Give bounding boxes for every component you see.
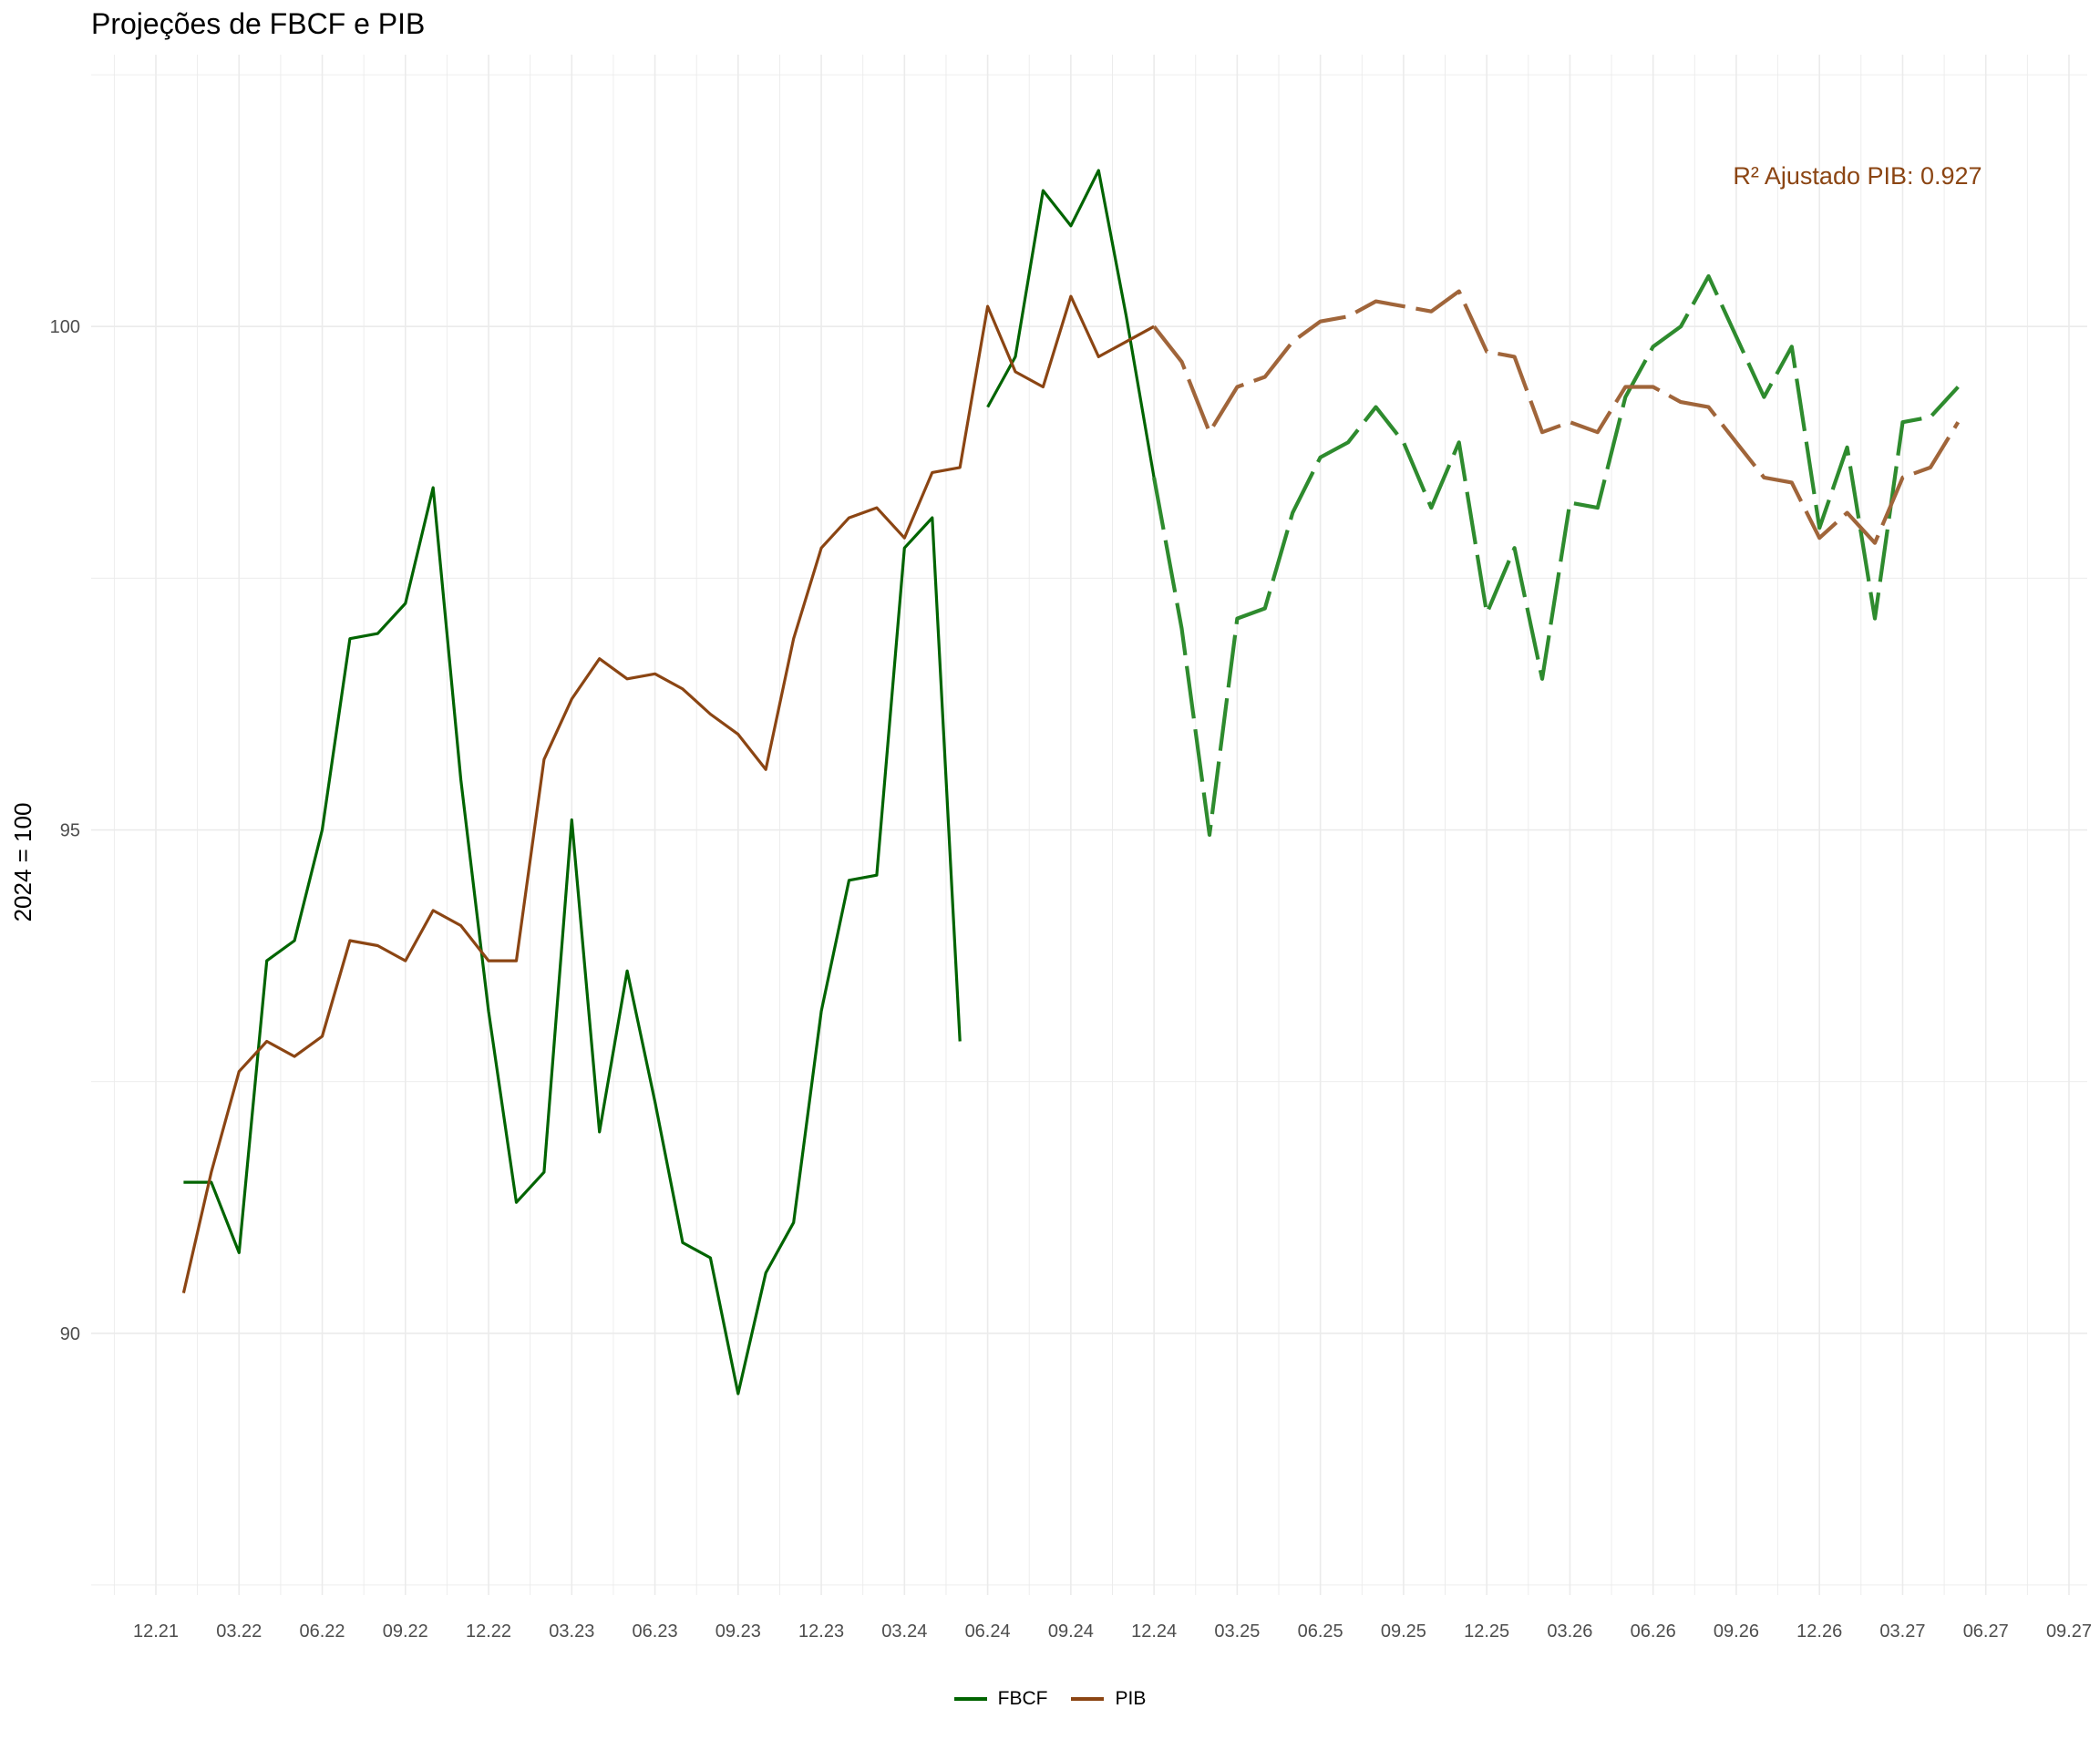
- x-tick-label: 03.23: [549, 1621, 594, 1642]
- x-tick-label: 03.24: [881, 1621, 927, 1642]
- x-tick-label: 03.26: [1547, 1621, 1592, 1642]
- x-tick-label: 06.24: [965, 1621, 1011, 1642]
- x-tick-label: 09.22: [383, 1621, 428, 1642]
- legend-swatch-fbcf: [953, 1697, 987, 1701]
- axis-labels: 12.21 03.22 06.22 09.22 12.22 03.23 06.23 09.23…: [50, 317, 2092, 1642]
- legend: FBCF PIB: [0, 1688, 2100, 1710]
- series-line-fbcf-projection: [1152, 273, 1960, 838]
- legend-swatch-pib: [1071, 1697, 1105, 1701]
- y-tick-label: 100: [50, 317, 80, 337]
- legend-item-pib: PIB: [1071, 1688, 1146, 1710]
- x-tick-label: 06.27: [1963, 1621, 2009, 1642]
- x-tick-label: 12.24: [1131, 1621, 1177, 1642]
- y-tick-label: 95: [60, 821, 80, 841]
- x-tick-label: 09.27: [2046, 1621, 2092, 1642]
- series-line-fbcf: [986, 169, 1156, 479]
- series-line-fbcf: [183, 486, 962, 1395]
- legend-label-fbcf: FBCF: [997, 1688, 1048, 1709]
- line-chart: 12.21 03.22 06.22 09.22 12.22 03.23 06.23 09.23…: [9, 55, 2092, 1642]
- x-tick-label: 09.23: [715, 1621, 761, 1642]
- x-tick-label: 09.25: [1381, 1621, 1426, 1642]
- x-tick-label: 03.22: [216, 1621, 262, 1642]
- x-tick-label: 09.26: [1714, 1621, 1759, 1642]
- x-tick-label: 06.23: [633, 1621, 678, 1642]
- x-tick-label: 09.24: [1048, 1621, 1094, 1642]
- x-tick-label: 06.25: [1298, 1621, 1343, 1642]
- x-tick-label: 03.27: [1879, 1621, 1925, 1642]
- x-tick-label: 12.21: [133, 1621, 179, 1642]
- chart-title: Projeções de FBCF e PIB: [91, 7, 426, 40]
- legend-item-fbcf: FBCF: [953, 1688, 1048, 1710]
- x-tick-label: 12.25: [1464, 1621, 1509, 1642]
- x-tick-label: 12.23: [798, 1621, 844, 1642]
- series-lines: [181, 169, 1961, 1395]
- x-tick-label: 06.22: [299, 1621, 345, 1642]
- r2-annotation: R² Ajustado PIB: 0.927: [1733, 162, 1982, 190]
- y-tick-label: 90: [60, 1324, 80, 1344]
- grid-lines: [91, 55, 2087, 1595]
- x-tick-label: 12.22: [466, 1621, 511, 1642]
- y-axis-title: 2024 = 100: [9, 803, 36, 922]
- x-tick-label: 03.25: [1214, 1621, 1260, 1642]
- x-tick-label: 12.26: [1796, 1621, 1842, 1642]
- series-line-pib: [181, 294, 1155, 1293]
- x-tick-label: 06.26: [1631, 1621, 1676, 1642]
- legend-label-pib: PIB: [1115, 1688, 1147, 1709]
- series-line-pib-projection: [1152, 289, 1961, 545]
